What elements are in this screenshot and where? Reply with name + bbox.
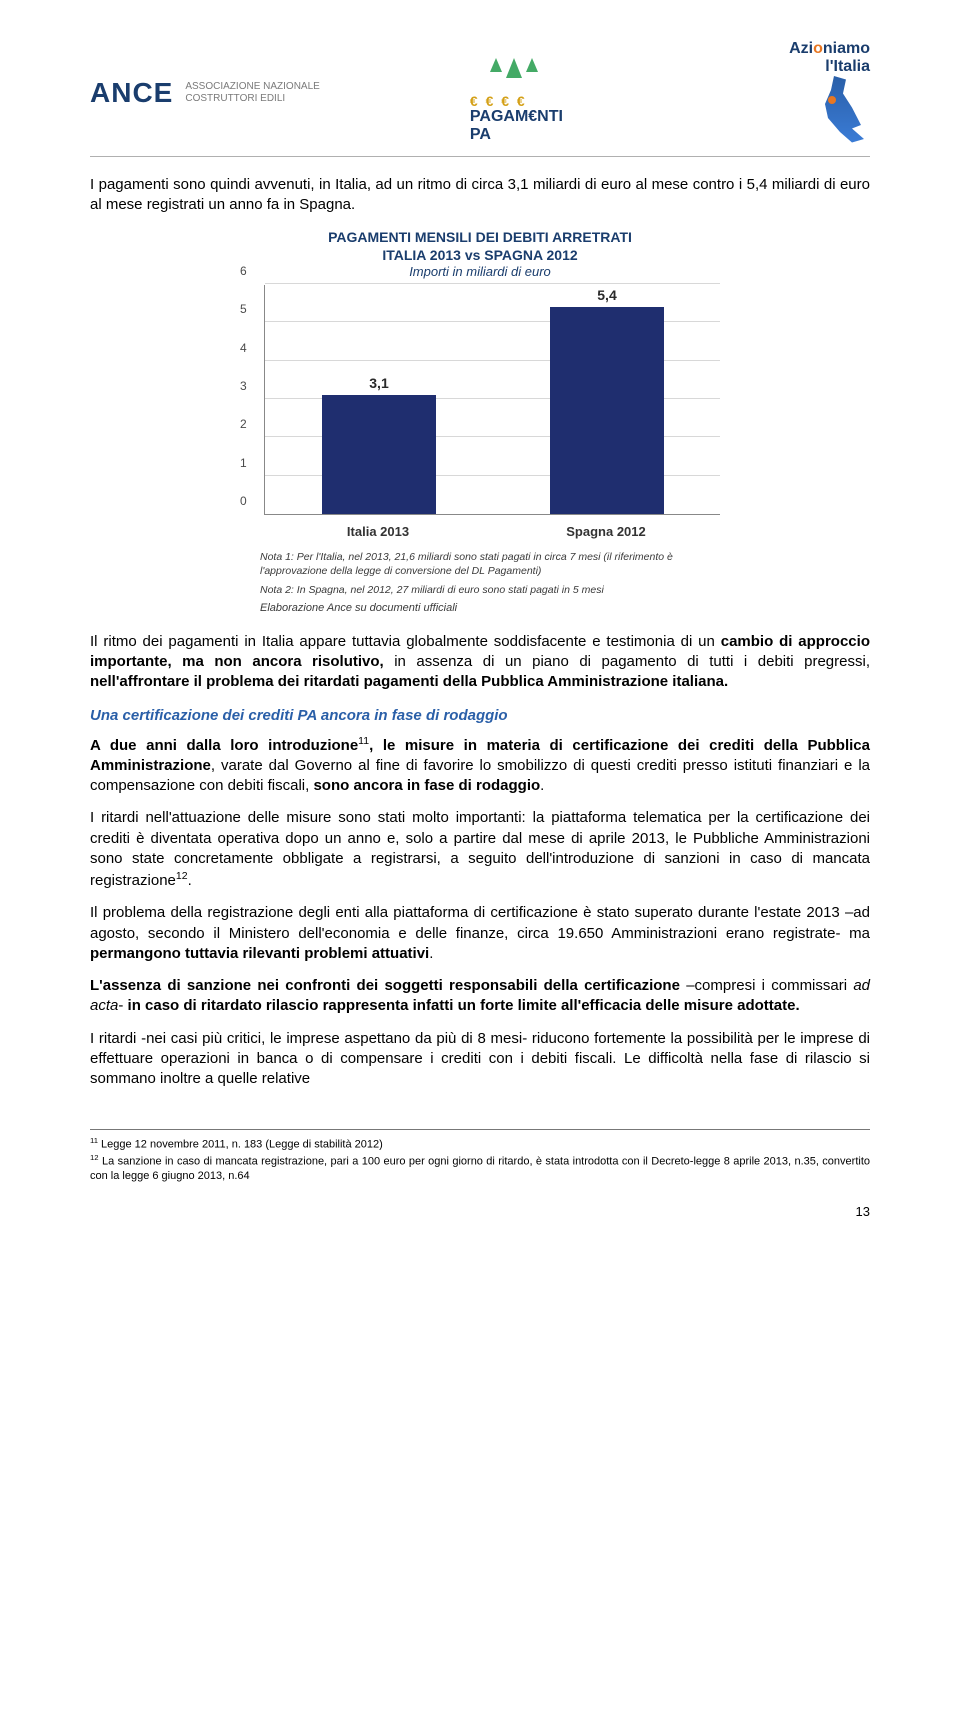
footnotes: 11 Legge 12 novembre 2011, n. 183 (Legge… bbox=[90, 1129, 870, 1184]
y-tick: 2 bbox=[240, 417, 247, 431]
logo-pagamenti-pa: € € € € PAGAM€NTI PA bbox=[460, 53, 580, 133]
paragraph-4: Il problema della registrazione degli en… bbox=[90, 903, 870, 964]
bar-value-label: 3,1 bbox=[322, 375, 436, 391]
x-category-label: Spagna 2012 bbox=[546, 524, 666, 539]
plot-area: 3,1 5,4 bbox=[264, 285, 720, 515]
paragraph-6: I ritardi -nei casi più critici, le impr… bbox=[90, 1029, 870, 1090]
page-header: ANCE ASSOCIAZIONE NAZIONALE COSTRUTTORI … bbox=[90, 40, 870, 157]
paragraph-3: I ritardi nell'attuazione delle misure s… bbox=[90, 808, 870, 891]
chart-title-line1: PAGAMENTI MENSILI DEI DEBITI ARRETRATI bbox=[220, 228, 740, 246]
y-tick: 0 bbox=[240, 494, 247, 508]
y-tick: 4 bbox=[240, 341, 247, 355]
chart-subtitle: Importi in miliardi di euro bbox=[220, 264, 740, 279]
chart-title-line2: ITALIA 2013 vs SPAGNA 2012 bbox=[220, 246, 740, 264]
y-tick: 6 bbox=[240, 264, 247, 278]
y-tick: 1 bbox=[240, 456, 247, 470]
footnote-11: 11 Legge 12 novembre 2011, n. 183 (Legge… bbox=[90, 1136, 870, 1153]
logo-ance: ANCE ASSOCIAZIONE NAZIONALE COSTRUTTORI … bbox=[90, 77, 320, 109]
logo-azioniamo: Azioniamo l'Italia bbox=[720, 40, 870, 146]
y-tick: 3 bbox=[240, 379, 247, 393]
subheading: Una certificazione dei crediti PA ancora… bbox=[90, 707, 870, 724]
chart-source: Elaborazione Ance su documenti ufficiali bbox=[260, 602, 740, 614]
chart-note-1: Nota 1: Per l'Italia, nel 2013, 21,6 mil… bbox=[260, 551, 710, 578]
y-tick: 5 bbox=[240, 302, 247, 316]
x-category-label: Italia 2013 bbox=[318, 524, 438, 539]
paragraph-2: A due anni dalla loro introduzione11, le… bbox=[90, 734, 870, 797]
footnote-12: 12 La sanzione in caso di mancata regist… bbox=[90, 1153, 870, 1184]
chart-note-2: Nota 2: In Spagna, nel 2012, 27 miliardi… bbox=[260, 584, 710, 598]
paragraph-5: L'assenza di sanzione nei confronti dei … bbox=[90, 976, 870, 1017]
bar-chart: PAGAMENTI MENSILI DEI DEBITI ARRETRATI I… bbox=[220, 228, 740, 614]
bar bbox=[322, 395, 436, 514]
bar-value-label: 5,4 bbox=[550, 287, 664, 303]
paragraph-1: Il ritmo dei pagamenti in Italia appare … bbox=[90, 632, 870, 693]
page-number: 13 bbox=[90, 1204, 870, 1219]
ance-subtitle: ASSOCIAZIONE NAZIONALE COSTRUTTORI EDILI bbox=[185, 81, 319, 105]
ance-wordmark: ANCE bbox=[90, 77, 173, 109]
bar bbox=[550, 307, 664, 514]
intro-paragraph: I pagamenti sono quindi avvenuti, in Ita… bbox=[90, 175, 870, 216]
